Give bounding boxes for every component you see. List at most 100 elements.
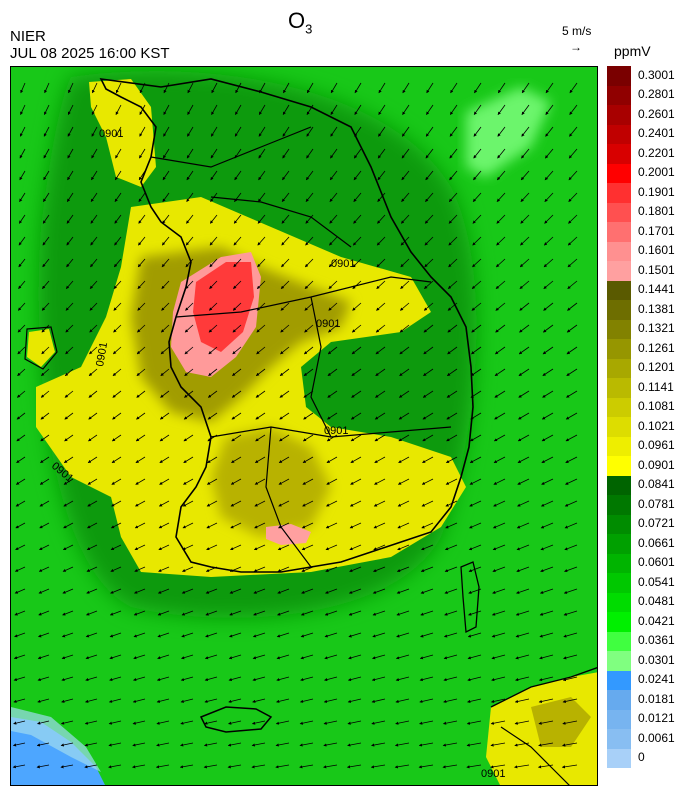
wind-arrow-icon: [276, 632, 290, 638]
wind-arrow-icon: [18, 214, 26, 224]
wind-arrow-icon: [401, 126, 410, 137]
wind-arrow-icon: [303, 368, 314, 376]
wind-arrow-icon: [14, 632, 26, 638]
wind-arrow-icon: [492, 522, 506, 529]
wind-arrow-icon: [114, 192, 122, 203]
wind-arrow-icon: [425, 170, 434, 181]
wind-arrow-icon: [163, 126, 170, 137]
wind-arrow-icon: [231, 434, 242, 442]
wind-arrow-icon: [542, 346, 554, 355]
wind-arrow-icon: [519, 258, 530, 268]
wind-arrow-icon: [564, 500, 578, 507]
wind-arrow-icon: [64, 412, 74, 420]
wind-arrow-icon: [545, 126, 554, 137]
wind-arrow-icon: [210, 126, 218, 137]
wind-arrow-icon: [325, 522, 338, 529]
wind-arrow-icon: [207, 456, 218, 464]
wind-arrow-icon: [493, 434, 506, 442]
wind-arrow-icon: [184, 390, 194, 398]
wind-arrow-icon: [210, 192, 218, 203]
wind-arrow-icon: [158, 544, 170, 551]
colorbar-swatch: [607, 339, 631, 359]
wind-arrow-icon: [67, 126, 74, 137]
wind-arrow-icon: [185, 280, 194, 290]
wind-arrow-icon: [228, 698, 242, 703]
colorbar-swatch: [607, 163, 631, 183]
wind-arrow-icon: [277, 566, 290, 572]
wind-arrow-icon: [396, 632, 410, 638]
wind-arrow-icon: [326, 500, 338, 507]
wind-arrow-icon: [520, 192, 530, 202]
wind-arrow-icon: [41, 302, 50, 311]
colorbar-swatch: [607, 553, 631, 573]
wind-arrow-icon: [304, 280, 314, 289]
wind-arrow-icon: [518, 412, 530, 420]
wind-arrow-icon: [184, 346, 194, 355]
wind-arrow-icon: [14, 566, 26, 572]
wind-arrow-icon: [16, 456, 26, 463]
wind-arrow-icon: [540, 522, 554, 529]
wind-arrow-icon: [466, 764, 482, 769]
wind-arrow-icon: [421, 522, 434, 529]
wind-arrow-icon: [471, 280, 482, 289]
ozone-islet-west: [27, 329, 55, 367]
wind-arrow-icon: [60, 742, 74, 747]
wind-arrow-icon: [37, 676, 50, 682]
wind-arrow-icon: [186, 192, 194, 203]
wind-arrow-icon: [329, 214, 338, 224]
colorbar-label: 0.0541: [638, 574, 675, 589]
wind-arrow-icon: [41, 324, 50, 333]
wind-arrow-icon: [15, 522, 26, 529]
wind-arrow-icon: [115, 82, 122, 94]
colorbar-swatch: [607, 66, 631, 86]
wind-arrow-icon: [235, 104, 242, 116]
wind-arrow-icon: [545, 104, 554, 116]
wind-arrow-icon: [351, 324, 362, 333]
wind-arrow-icon: [562, 698, 578, 703]
wind-arrow-icon: [210, 148, 218, 159]
wind-arrow-icon: [466, 742, 482, 747]
wind-arrow-icon: [328, 302, 338, 311]
wind-arrow-icon: [330, 148, 338, 159]
wind-arrow-icon: [231, 412, 242, 420]
wind-arrow-icon: [421, 500, 434, 507]
wind-arrow-icon: [349, 522, 362, 529]
wind-arrow-icon: [257, 236, 266, 246]
wind-arrow-icon: [135, 500, 146, 507]
wind-arrow-icon: [232, 346, 242, 355]
wind-arrow-icon: [371, 720, 386, 725]
wind-arrow-icon: [115, 104, 122, 116]
wind-arrow-icon: [90, 236, 98, 246]
wind-arrow-icon: [136, 346, 146, 355]
wind-arrow-icon: [351, 346, 362, 355]
colorbar-label: 0.0061: [638, 730, 675, 745]
wind-arrow-icon: [354, 104, 362, 116]
wind-arrow-icon: [279, 412, 290, 420]
wind-arrow-icon: [493, 456, 506, 464]
wind-arrow-icon: [543, 258, 554, 268]
wind-arrow-icon: [186, 214, 194, 224]
wind-arrow-icon: [60, 720, 74, 725]
wind-arrow-icon: [90, 192, 98, 203]
wind-arrow-icon: [16, 390, 26, 398]
wind-arrow-icon: [378, 82, 386, 94]
wind-arrow-icon: [397, 544, 410, 551]
wind-arrow-icon: [471, 324, 482, 333]
wind-arrow-icon: [348, 632, 362, 638]
wind-arrow-icon: [110, 566, 122, 572]
wind-arrow-icon: [397, 522, 410, 529]
wind-arrow-icon: [544, 170, 554, 181]
wind-arrow-icon: [492, 544, 506, 551]
wind-arrow-icon: [350, 412, 362, 420]
wind-arrow-icon: [400, 258, 410, 268]
wind-arrow-icon: [445, 500, 458, 507]
wind-arrow-icon: [279, 368, 290, 376]
wind-arrow-icon: [490, 742, 506, 747]
wind-arrow-icon: [374, 456, 386, 464]
wind-arrow-icon: [90, 214, 98, 224]
province-border-4: [265, 426, 312, 568]
wind-arrow-icon: [330, 82, 338, 94]
wind-arrow-icon: [111, 500, 122, 507]
wind-arrow-icon: [377, 192, 386, 203]
wind-arrow-icon: [184, 324, 194, 333]
